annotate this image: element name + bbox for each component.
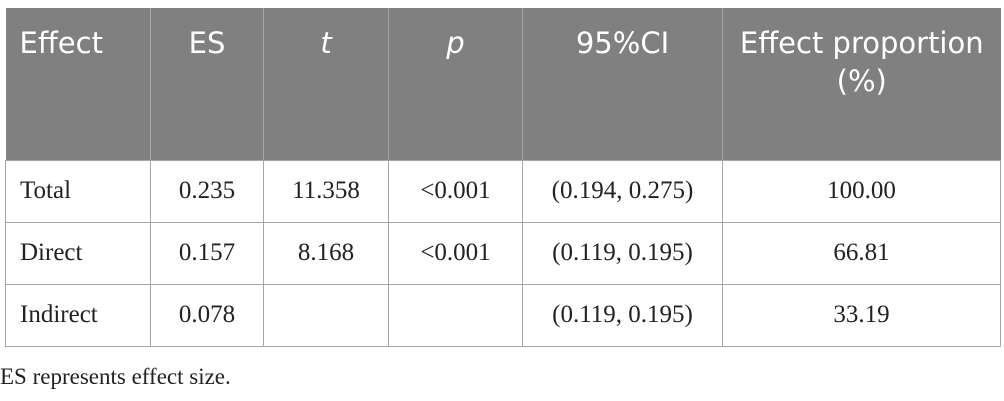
table-row: Indirect 0.078 (0.119, 0.195) 33.19 <box>5 283 1001 347</box>
table-cell: 100.00 <box>722 159 1001 223</box>
table-cell: Total <box>5 159 151 223</box>
table-cell: (0.194, 0.275) <box>522 159 723 223</box>
table-cell: 66.81 <box>722 221 1001 285</box>
table-cell: (0.119, 0.195) <box>522 221 723 285</box>
column-header: p <box>388 8 523 160</box>
table-cell: 0.235 <box>150 159 264 223</box>
table-cell <box>388 283 523 347</box>
table-cell: (0.119, 0.195) <box>522 283 723 347</box>
column-header: ES <box>150 8 264 160</box>
header-row: Effect ES t p 95%CI Effect proportion (%) <box>5 8 1001 160</box>
table-cell: <0.001 <box>388 159 523 223</box>
table-cell: 0.078 <box>150 283 264 347</box>
footnote: ES represents effect size. <box>0 364 231 389</box>
table-row: Total 0.235 11.358 <0.001 (0.194, 0.275) 100.… <box>5 159 1001 223</box>
results-table: Effect ES t p 95%CI Effect proportion (%) Tot… <box>5 8 1001 347</box>
table-cell <box>263 283 389 347</box>
table-cell: 11.358 <box>263 159 389 223</box>
column-header: Effect proportion (%) <box>722 8 1001 160</box>
table-cell: Indirect <box>5 283 151 347</box>
column-header: 95%CI <box>522 8 723 160</box>
table-cell: 0.157 <box>150 221 264 285</box>
table-cell: Direct <box>5 221 151 285</box>
table-body: Total 0.235 11.358 <0.001 (0.194, 0.275) 100.… <box>5 159 1001 347</box>
table-cell: 8.168 <box>263 221 389 285</box>
column-header: Effect <box>5 8 151 160</box>
table-cell: 33.19 <box>722 283 1001 347</box>
column-header: t <box>263 8 389 160</box>
table-cell: <0.001 <box>388 221 523 285</box>
table-row: Direct 0.157 8.168 <0.001 (0.119, 0.195) 66.8… <box>5 221 1001 285</box>
